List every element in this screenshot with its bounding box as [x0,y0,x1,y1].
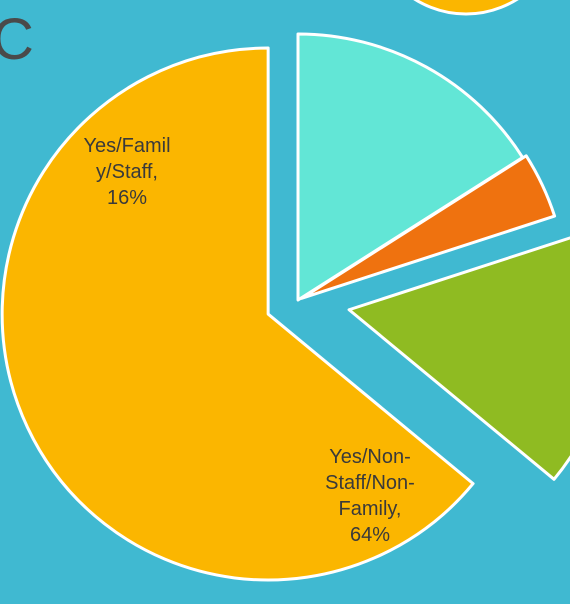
pie-slice [0,46,475,582]
chart-title: C [0,7,34,72]
decorative-circle [413,0,519,16]
value-label: 64% [349,524,391,546]
slice-label: Yes/Non-Staff/Non-Family, 64% [322,444,418,548]
slice-label: Yes/Family/Staff, 16% [79,133,175,211]
category-label: Yes/Family/Staff, [83,135,171,183]
pie-slice [347,236,570,481]
value-label: 16% [106,187,148,209]
pie-slice [296,32,525,302]
category-label: Yes/Non-Staff/Non-Family, [325,446,415,520]
pie-slice [300,154,557,300]
